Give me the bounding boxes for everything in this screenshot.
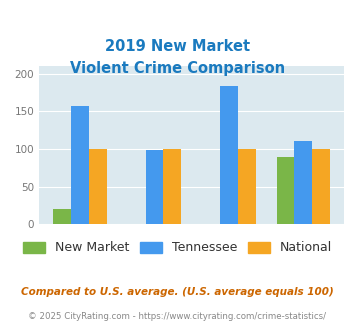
Bar [312, 149, 330, 224]
Text: 2019 New Market: 2019 New Market [105, 40, 250, 54]
Legend: New Market, Tennessee, National: New Market, Tennessee, National [18, 236, 337, 259]
Bar [163, 149, 181, 224]
Bar [238, 149, 256, 224]
Bar [53, 209, 71, 224]
Bar [71, 106, 89, 224]
Bar [294, 142, 312, 224]
Text: Violent Crime Comparison: Violent Crime Comparison [70, 61, 285, 76]
Text: Compared to U.S. average. (U.S. average equals 100): Compared to U.S. average. (U.S. average … [21, 287, 334, 297]
Bar [220, 86, 238, 224]
Text: © 2025 CityRating.com - https://www.cityrating.com/crime-statistics/: © 2025 CityRating.com - https://www.city… [28, 312, 327, 321]
Bar [89, 149, 107, 224]
Bar [146, 150, 163, 224]
Bar [277, 156, 294, 224]
